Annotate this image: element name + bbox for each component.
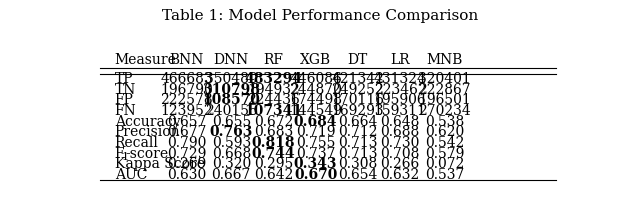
Text: 446086: 446086: [289, 72, 342, 86]
Text: 0.655: 0.655: [212, 115, 251, 129]
Text: FP: FP: [115, 93, 134, 107]
Text: 0.688: 0.688: [380, 125, 420, 139]
Text: 310798: 310798: [202, 82, 260, 97]
Text: F: F: [115, 147, 124, 161]
Text: 196790: 196790: [160, 82, 213, 97]
Text: 0.343: 0.343: [294, 157, 337, 171]
Text: 0.670: 0.670: [294, 168, 337, 182]
Text: 0.672: 0.672: [253, 115, 293, 129]
Text: 249252: 249252: [332, 82, 384, 97]
Text: AUC: AUC: [115, 168, 147, 182]
Text: 0.266: 0.266: [380, 157, 420, 171]
Text: 0.684: 0.684: [294, 115, 337, 129]
Text: 196501: 196501: [418, 93, 471, 107]
Text: 0.632: 0.632: [380, 168, 420, 182]
Text: 222578: 222578: [161, 93, 213, 107]
Text: LR: LR: [390, 53, 410, 67]
Text: 0.579: 0.579: [425, 147, 464, 161]
Text: -score: -score: [125, 147, 169, 161]
Text: 244870: 244870: [289, 82, 342, 97]
Text: 0.295: 0.295: [254, 157, 293, 171]
Text: RF: RF: [264, 53, 284, 67]
Text: 270234: 270234: [418, 104, 471, 118]
Text: 159311: 159311: [374, 104, 426, 118]
Text: 0.538: 0.538: [425, 115, 464, 129]
Text: MNB: MNB: [426, 53, 463, 67]
Text: 0.654: 0.654: [338, 168, 378, 182]
Text: Measure: Measure: [115, 53, 177, 67]
Text: 0.712: 0.712: [338, 125, 378, 139]
Text: 0.320: 0.320: [212, 157, 251, 171]
Text: 123952: 123952: [161, 104, 213, 118]
Text: 0.593: 0.593: [212, 136, 251, 150]
Text: 0.713: 0.713: [338, 136, 378, 150]
Text: 195906: 195906: [374, 93, 426, 107]
Text: 0.755: 0.755: [296, 136, 335, 150]
Text: 194932: 194932: [247, 82, 300, 97]
Text: 466683: 466683: [161, 72, 213, 86]
Text: 0.708: 0.708: [380, 147, 420, 161]
Text: 0.648: 0.648: [380, 115, 420, 129]
Text: 0.668: 0.668: [212, 147, 251, 161]
Text: 431324: 431324: [374, 72, 426, 86]
Text: 0.537: 0.537: [425, 168, 464, 182]
Text: 0.657: 0.657: [167, 115, 206, 129]
Text: 0.269: 0.269: [167, 157, 206, 171]
Text: 240155: 240155: [205, 104, 258, 118]
Text: 0.630: 0.630: [167, 168, 206, 182]
Text: 170116: 170116: [332, 93, 384, 107]
Text: 483294: 483294: [244, 72, 303, 86]
Text: Table 1: Model Performance Comparison: Table 1: Model Performance Comparison: [162, 9, 478, 23]
Text: 0.667: 0.667: [212, 168, 251, 182]
Text: 108570: 108570: [202, 93, 260, 107]
Text: XGB: XGB: [300, 53, 331, 67]
Text: 0.642: 0.642: [253, 168, 293, 182]
Text: Kappa Score: Kappa Score: [115, 157, 205, 171]
Text: 0.664: 0.664: [338, 115, 378, 129]
Text: Precision: Precision: [115, 125, 180, 139]
Text: 0.744: 0.744: [252, 147, 295, 161]
Text: 320401: 320401: [418, 72, 471, 86]
Text: 1: 1: [121, 152, 128, 162]
Text: 222867: 222867: [419, 82, 471, 97]
Text: 0.763: 0.763: [209, 125, 253, 139]
Text: 0.072: 0.072: [425, 157, 464, 171]
Text: 174498: 174498: [289, 93, 342, 107]
Text: 0.737: 0.737: [296, 147, 335, 161]
Text: 0.729: 0.729: [167, 147, 206, 161]
Text: TP: TP: [115, 72, 133, 86]
Text: 421342: 421342: [332, 72, 384, 86]
Text: Accuracy: Accuracy: [115, 115, 180, 129]
Text: 107341: 107341: [244, 104, 303, 118]
Text: DT: DT: [348, 53, 368, 67]
Text: 0.719: 0.719: [296, 125, 335, 139]
Text: Recall: Recall: [115, 136, 159, 150]
Text: TN: TN: [115, 82, 136, 97]
Text: DNN: DNN: [214, 53, 249, 67]
Text: 0.620: 0.620: [425, 125, 464, 139]
Text: 0.818: 0.818: [252, 136, 295, 150]
Text: 169293: 169293: [332, 104, 384, 118]
Text: 0.308: 0.308: [338, 157, 378, 171]
Text: 0.677: 0.677: [167, 125, 206, 139]
Text: 0.683: 0.683: [254, 125, 293, 139]
Text: BNN: BNN: [170, 53, 204, 67]
Text: 0.730: 0.730: [380, 136, 420, 150]
Text: 0.790: 0.790: [167, 136, 206, 150]
Text: 0.713: 0.713: [338, 147, 378, 161]
Text: FN: FN: [115, 104, 136, 118]
Text: 223462: 223462: [374, 82, 426, 97]
Text: 0.542: 0.542: [425, 136, 464, 150]
Text: 350480: 350480: [205, 72, 257, 86]
Text: 224436: 224436: [247, 93, 300, 107]
Text: 144549: 144549: [289, 104, 342, 118]
